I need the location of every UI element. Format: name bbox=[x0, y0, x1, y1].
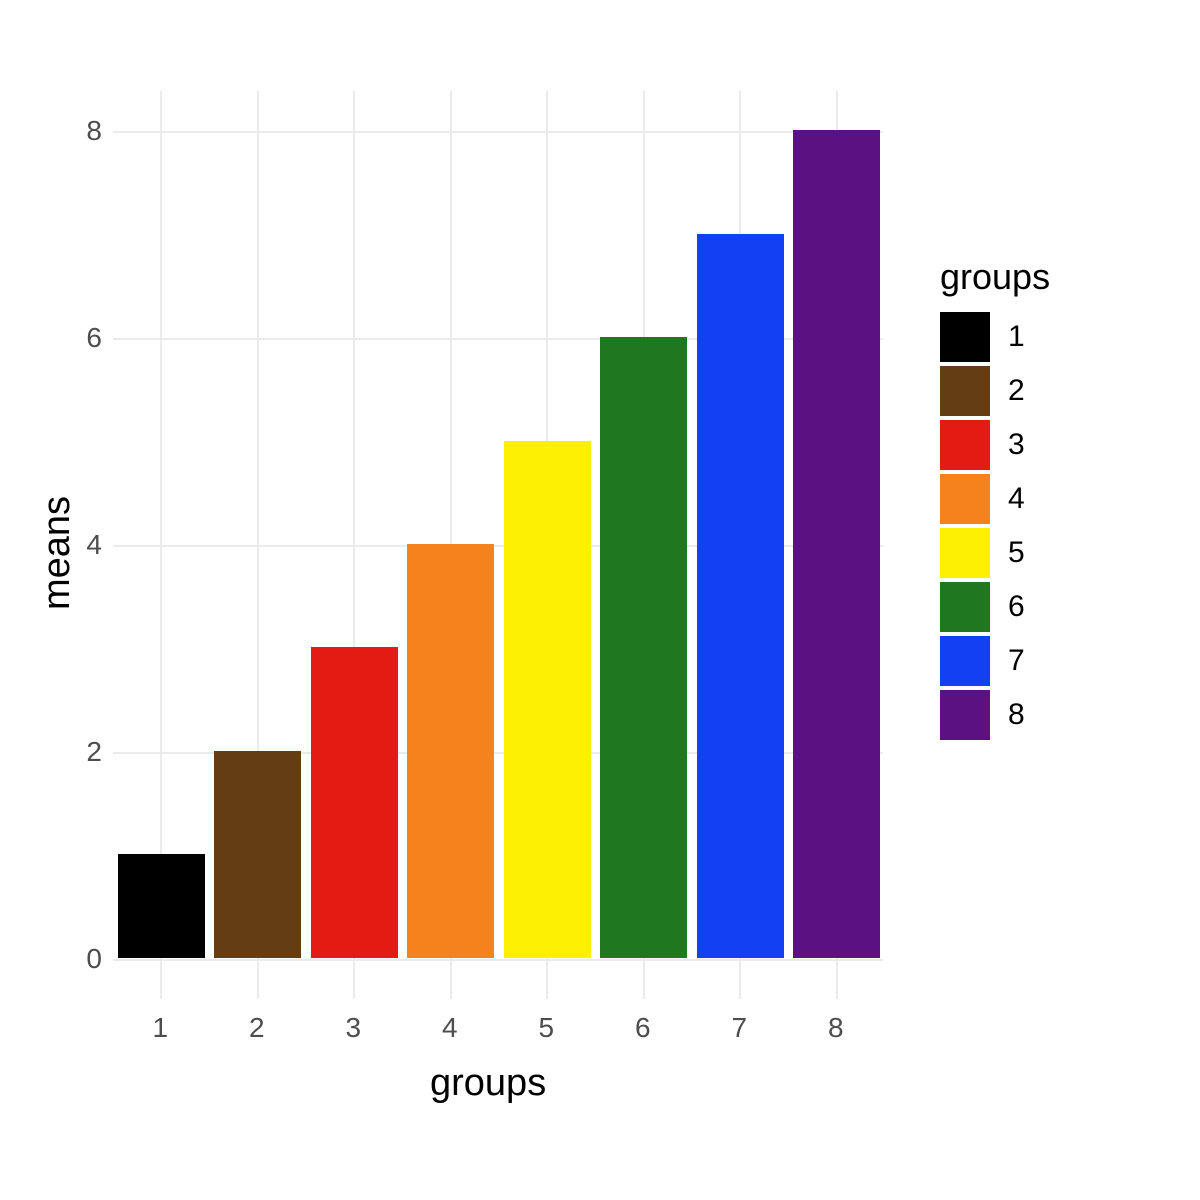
y-tick-label: 6 bbox=[67, 322, 102, 354]
y-tick-label: 4 bbox=[67, 529, 102, 561]
legend-title: groups bbox=[940, 256, 1050, 298]
legend-label: 2 bbox=[1008, 374, 1025, 408]
x-axis-title: groups bbox=[430, 1062, 546, 1105]
bar bbox=[793, 130, 880, 957]
x-tick-label: 8 bbox=[816, 1012, 856, 1044]
x-tick-label: 3 bbox=[333, 1012, 373, 1044]
legend-label: 7 bbox=[1008, 644, 1025, 678]
y-tick-label: 2 bbox=[67, 736, 102, 768]
x-tick-label: 2 bbox=[237, 1012, 277, 1044]
legend-swatch bbox=[940, 690, 990, 740]
legend-item: 3 bbox=[940, 420, 1050, 470]
y-tick-label: 8 bbox=[67, 115, 102, 147]
legend-item: 2 bbox=[940, 366, 1050, 416]
legend-label: 3 bbox=[1008, 428, 1025, 462]
bar bbox=[118, 854, 205, 957]
plot-area bbox=[112, 90, 884, 1000]
legend-label: 5 bbox=[1008, 536, 1025, 570]
x-tick-label: 6 bbox=[623, 1012, 663, 1044]
legend-swatch bbox=[940, 636, 990, 686]
bar bbox=[407, 544, 494, 958]
legend-swatch bbox=[940, 366, 990, 416]
legend-swatch bbox=[940, 474, 990, 524]
legend-swatch bbox=[940, 312, 990, 362]
legend-swatch bbox=[940, 528, 990, 578]
legend-label: 4 bbox=[1008, 482, 1025, 516]
bar bbox=[697, 234, 784, 958]
legend-label: 8 bbox=[1008, 698, 1025, 732]
bar-chart: means groups groups 12345678 02468123456… bbox=[0, 0, 1200, 1200]
legend-item: 6 bbox=[940, 582, 1050, 632]
y-tick-label: 0 bbox=[67, 943, 102, 975]
bar bbox=[600, 337, 687, 957]
gridline-horizontal bbox=[113, 131, 883, 133]
legend-item: 8 bbox=[940, 690, 1050, 740]
legend-item: 1 bbox=[940, 312, 1050, 362]
gridline-horizontal bbox=[113, 959, 883, 961]
bar bbox=[504, 441, 591, 958]
legend: groups 1 2 3 4 5 6 7 8 bbox=[940, 256, 1050, 744]
legend-label: 1 bbox=[1008, 320, 1025, 354]
legend-item: 4 bbox=[940, 474, 1050, 524]
legend-swatch bbox=[940, 582, 990, 632]
legend-item: 5 bbox=[940, 528, 1050, 578]
legend-swatch bbox=[940, 420, 990, 470]
x-tick-label: 1 bbox=[140, 1012, 180, 1044]
x-tick-label: 4 bbox=[430, 1012, 470, 1044]
legend-item: 7 bbox=[940, 636, 1050, 686]
x-tick-label: 7 bbox=[719, 1012, 759, 1044]
bar bbox=[214, 751, 301, 958]
x-tick-label: 5 bbox=[526, 1012, 566, 1044]
bar bbox=[311, 647, 398, 957]
legend-label: 6 bbox=[1008, 590, 1025, 624]
